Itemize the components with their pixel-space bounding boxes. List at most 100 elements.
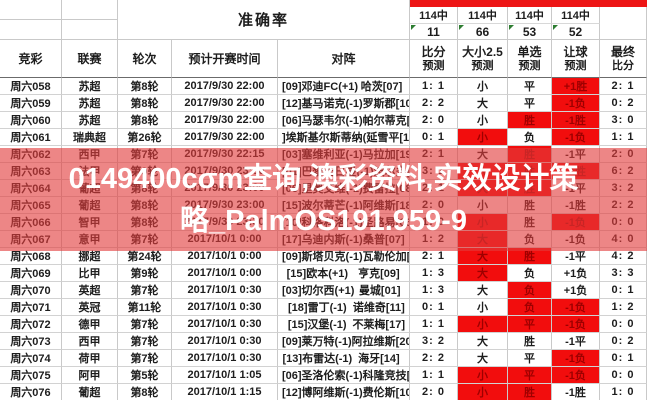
matchup: [13]布雷达(-1) 海牙[14] — [278, 350, 410, 367]
handicap-prediction: -1胜 — [552, 384, 600, 400]
score-prediction: 1: 3 — [410, 265, 458, 282]
matchup: [15]欧本(+1) 亨克[09] — [278, 265, 410, 282]
col-header-0: 竞彩 — [0, 40, 62, 78]
col-header-8: 让球 预测 — [552, 40, 600, 78]
home-team: [09]邓迪FC(+1) — [282, 81, 359, 93]
accuracy-stats: 114中 11 114中 66 114中 53 114中 52 — [410, 0, 600, 40]
league: 英超 — [62, 282, 118, 299]
table-row: 周六075 阿甲 第5轮 2017/10/1 1:05 [06]圣洛伦索(-1) 科隆竞技… — [0, 367, 647, 384]
col-header-4: 对阵 — [278, 40, 410, 78]
away-team: 科隆竞技[07] — [362, 370, 410, 382]
home-team: [06]马瑟韦尔(-1) — [282, 115, 363, 127]
column-header-row: 竞彩 联赛 轮次 预计开赛时间 对阵 比分 预测 大小2.5 预测 单选 预测 让球 预测 最终 比分 — [0, 40, 647, 78]
final-score: 2: 2 — [600, 197, 647, 214]
final-col-top — [600, 0, 647, 40]
single-pick-prediction: 胜 — [508, 146, 552, 163]
home-team: ]埃斯基尔斯蒂纳( — [282, 132, 367, 144]
over-under-prediction: 大 — [458, 146, 508, 163]
single-pick-prediction: 胜 — [508, 248, 552, 265]
match-id: 周六059 — [0, 95, 62, 112]
round: 第8轮 — [118, 197, 172, 214]
handicap-prediction: +1胜 — [552, 78, 600, 95]
score-prediction: 2: 1 — [410, 248, 458, 265]
excel-tick-icon — [553, 25, 558, 30]
table-row: 周六059 苏超 第8轮 2017/9/30 22:00 [12]基马诺克(-1) 罗斯郡… — [0, 95, 647, 112]
league: 苏超 — [62, 112, 118, 129]
score-prediction: 3: 1 — [410, 163, 458, 180]
away-team: 哈茨[07] — [360, 81, 403, 93]
red-banner-segment — [508, 0, 552, 7]
kickoff-time: 2017/10/1 0:00 — [172, 248, 278, 265]
empty-top-cell-2 — [62, 0, 118, 40]
handicap-prediction: -1负 — [552, 95, 600, 112]
single-pick-prediction: 胜 — [508, 214, 552, 231]
home-team: [06]圣洛伦索(-1) — [282, 370, 363, 382]
handicap-prediction: -1平 — [552, 333, 600, 350]
league: 葡超 — [62, 384, 118, 400]
matchup: [06]里奥艾维(-1) 费雷拉[08] — [278, 180, 410, 197]
table-body: 周六058 苏超第8轮 2017/9/30 22:00 [09]邓迪FC(+1) 哈茨[… — [0, 78, 647, 400]
accuracy-title: 准确率 — [118, 0, 410, 40]
handicap-prediction: -1负 — [552, 316, 600, 333]
single-pick-prediction: 平 — [508, 350, 552, 367]
handicap-prediction: +1负 — [552, 265, 600, 282]
away-team: 阿维斯[18] — [362, 200, 410, 212]
single-pick-prediction: 负 — [508, 282, 552, 299]
table-row: 周六073 西甲 第7轮 2017/10/1 0:30 [09]莱万特(-1) 阿拉维斯[… — [0, 333, 647, 350]
match-id: 周六064 — [0, 180, 62, 197]
col-header-3: 预计开赛时间 — [172, 40, 278, 78]
final-score: 6: 2 — [600, 163, 647, 180]
red-banner-segment — [552, 0, 600, 7]
score-prediction: 2: 1 — [410, 180, 458, 197]
over-under-prediction: 大 — [458, 95, 508, 112]
match-id: 周六058 — [0, 78, 62, 95]
stat-label: 114中 — [410, 7, 458, 24]
away-team: 波尔多[06] — [373, 166, 410, 178]
score-prediction: 0: 1 — [410, 129, 458, 146]
league: 英冠 — [62, 299, 118, 316]
kickoff-time: 2017/10/1 0:30 — [172, 350, 278, 367]
handicap-prediction: -1负 — [552, 231, 600, 248]
final-score: 0: 1 — [600, 282, 647, 299]
league: 法甲 — [62, 163, 118, 180]
table-row: 周六066 智甲 第8轮 2017/9/30 23:30 [10]科洛科洛(-1) 圣路易… — [0, 214, 647, 231]
stat-value: 11 — [410, 24, 458, 40]
accuracy-stat-2: 114中 53 — [508, 0, 552, 40]
away-team: 费伦斯[10] — [362, 387, 410, 399]
kickoff-time: 2017/9/30 22:00 — [172, 95, 278, 112]
handicap-prediction: -1胜 — [552, 197, 600, 214]
match-id: 周六070 — [0, 282, 62, 299]
round: 第7轮 — [118, 146, 172, 163]
accuracy-header: 准确率 114中 11 114中 66 114中 53 114中 52 — [0, 0, 647, 40]
home-team: [06]里奥艾维(-1) — [282, 183, 363, 195]
kickoff-time: 2017/10/1 0:30 — [172, 282, 278, 299]
round: 第26轮 — [118, 129, 172, 146]
match-id: 周六062 — [0, 146, 62, 163]
league: 阿甲 — [62, 367, 118, 384]
table-row: 周六062 西甲 第7轮 2017/9/30 22:15 [03]塞维利亚(-1) 马拉加… — [0, 146, 647, 163]
score-prediction: 1: 3 — [410, 282, 458, 299]
empty-top-cell-1 — [0, 0, 62, 40]
round: 第7轮 — [118, 350, 172, 367]
over-under-prediction: 小 — [458, 384, 508, 400]
league: 葡超 — [62, 180, 118, 197]
league: 德甲 — [62, 316, 118, 333]
over-under-prediction: 小 — [458, 129, 508, 146]
away-team: 圣路易[06] — [362, 217, 410, 229]
score-prediction: 0: 1 — [410, 299, 458, 316]
match-id: 周六066 — [0, 214, 62, 231]
table-row: 周六058 苏超 第8轮 2017/9/30 22:00 [09]邓迪FC(+1) 哈茨[… — [0, 78, 647, 95]
excel-tick-icon — [509, 25, 514, 30]
single-pick-prediction: 平 — [508, 78, 552, 95]
away-team: 诺维奇[11] — [352, 302, 405, 314]
table-row: 周六071 英冠 第11轮 2017/10/1 0:30 [18]雷丁(-1) 诺维奇[1… — [0, 299, 647, 316]
final-score: 1: 2 — [600, 299, 647, 316]
home-team: [01]巴黎圣日曼(-1) — [282, 166, 374, 178]
kickoff-time: 2017/10/1 1:15 — [172, 384, 278, 400]
away-team: 瓦勒伦加[12] — [362, 251, 410, 263]
kickoff-time: 2017/10/1 0:30 — [172, 299, 278, 316]
accuracy-stat-1: 114中 66 — [458, 0, 508, 40]
col-header-2: 轮次 — [118, 40, 172, 78]
over-under-prediction: 小 — [458, 197, 508, 214]
